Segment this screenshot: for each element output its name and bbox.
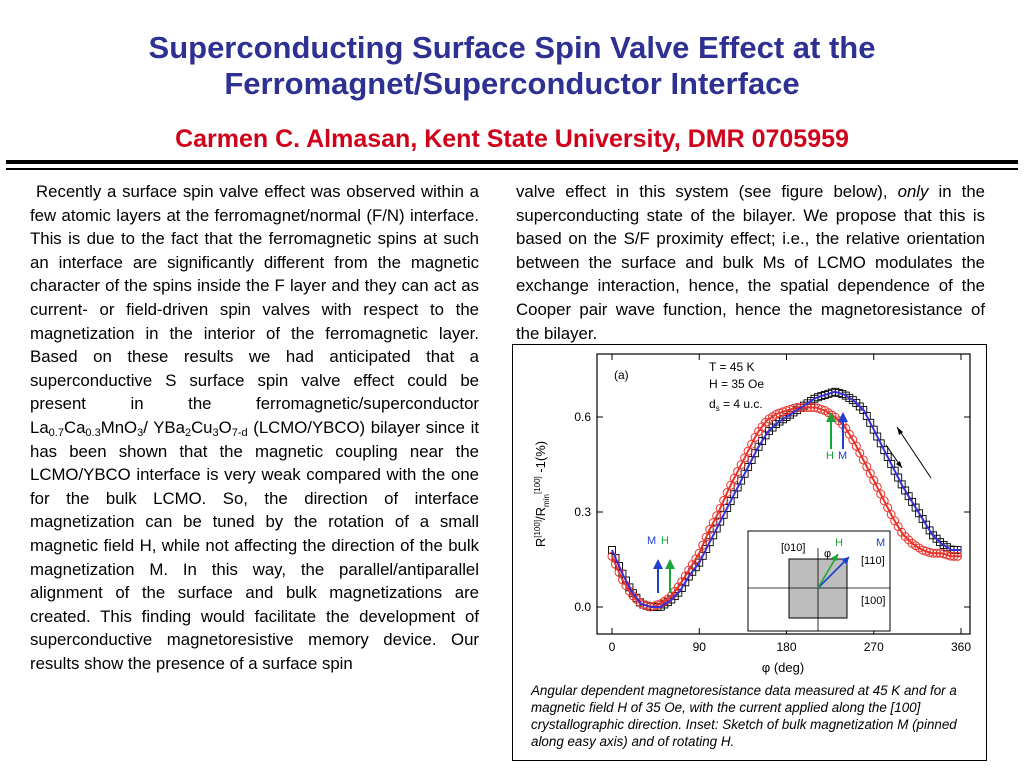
panel-label: (a) [614, 368, 629, 382]
x-tick-label: 180 [776, 640, 796, 654]
data-square [608, 546, 616, 554]
page-title: Superconducting Surface Spin Valve Effec… [148, 30, 876, 101]
data-circle [785, 405, 795, 415]
data-circle [722, 487, 732, 497]
inset-label-phi: φ [824, 548, 831, 560]
left-h-label: H [661, 535, 669, 547]
figure-caption: Angular dependent magnetoresistance data… [531, 683, 957, 749]
x-tick-label: 270 [864, 640, 884, 654]
inset-m-arrowhead [841, 557, 849, 565]
trend-arrow-2-head [897, 427, 903, 435]
right-m-label: M [838, 450, 847, 462]
y-tick-label: 0.6 [574, 410, 591, 424]
header-rule-thin [6, 168, 1018, 170]
header-rule-thick [6, 160, 1018, 164]
figure-box: 0 90 180 270 360 0.0 0.3 0.6 φ (deg) R[100]/Rm… [512, 344, 987, 761]
plot-frame [596, 353, 971, 635]
x-tick-label: 0 [609, 640, 616, 654]
trend-arrow-1-head [896, 461, 902, 468]
data-circle [701, 532, 711, 542]
data-circle [712, 511, 722, 521]
fit-line [611, 406, 961, 609]
inset-label-h: H [835, 537, 843, 549]
left-column-text: Recently a surface spin valve effect was… [30, 182, 480, 673]
inset-label-010: [010] [781, 542, 805, 554]
left-h-arrowhead [665, 559, 675, 569]
x-tick-labels: 0 90 180 270 360 [609, 640, 972, 654]
right-h-arrowhead [826, 412, 836, 422]
trend-arrow-2 [896, 426, 932, 479]
magnetoresistance-chart: 0 90 180 270 360 0.0 0.3 0.6 φ (deg) R[100]/Rm… [533, 353, 972, 675]
x-axis-label: φ (deg) [762, 660, 804, 675]
condition-thickness: ds = 4 u.c. [709, 397, 763, 413]
data-circle [698, 540, 708, 550]
inset-label-110: [110] [861, 555, 885, 567]
data-circle [715, 503, 725, 513]
data-layer [607, 387, 963, 612]
data-circle [921, 546, 931, 556]
y-tick-labels: 0.0 0.3 0.6 [574, 410, 591, 614]
inset-h-arrowhead [831, 554, 838, 561]
right-column-text: valve effect in this system (see figure … [516, 182, 985, 343]
right-m-arrowhead [838, 412, 848, 422]
data-circle [942, 550, 952, 560]
fit-line [611, 390, 961, 608]
condition-temperature: T = 45 K [709, 360, 754, 374]
author-line: Carmen C. Almasan, Kent State University… [175, 125, 849, 153]
inset-label-m: M [876, 537, 885, 549]
left-m-arrowhead [653, 559, 663, 569]
inset-sketch: [010] φ H M [110] [100] [747, 530, 891, 632]
y-tick-label: 0.3 [574, 505, 591, 519]
condition-field: H = 35 Oe [709, 377, 764, 391]
axis-ticks [597, 354, 970, 634]
data-circle [719, 495, 729, 505]
inset-m-vector [817, 556, 850, 589]
y-tick-label: 0.0 [574, 600, 591, 614]
data-circle [642, 601, 652, 611]
left-m-label: M [647, 535, 656, 547]
inset-label-100: [100] [861, 595, 885, 607]
y-axis-label: R[100]/Rmin[100] -1(%) [533, 441, 551, 547]
x-tick-label: 90 [693, 640, 707, 654]
x-tick-label: 360 [951, 640, 971, 654]
right-h-label: H [826, 450, 834, 462]
